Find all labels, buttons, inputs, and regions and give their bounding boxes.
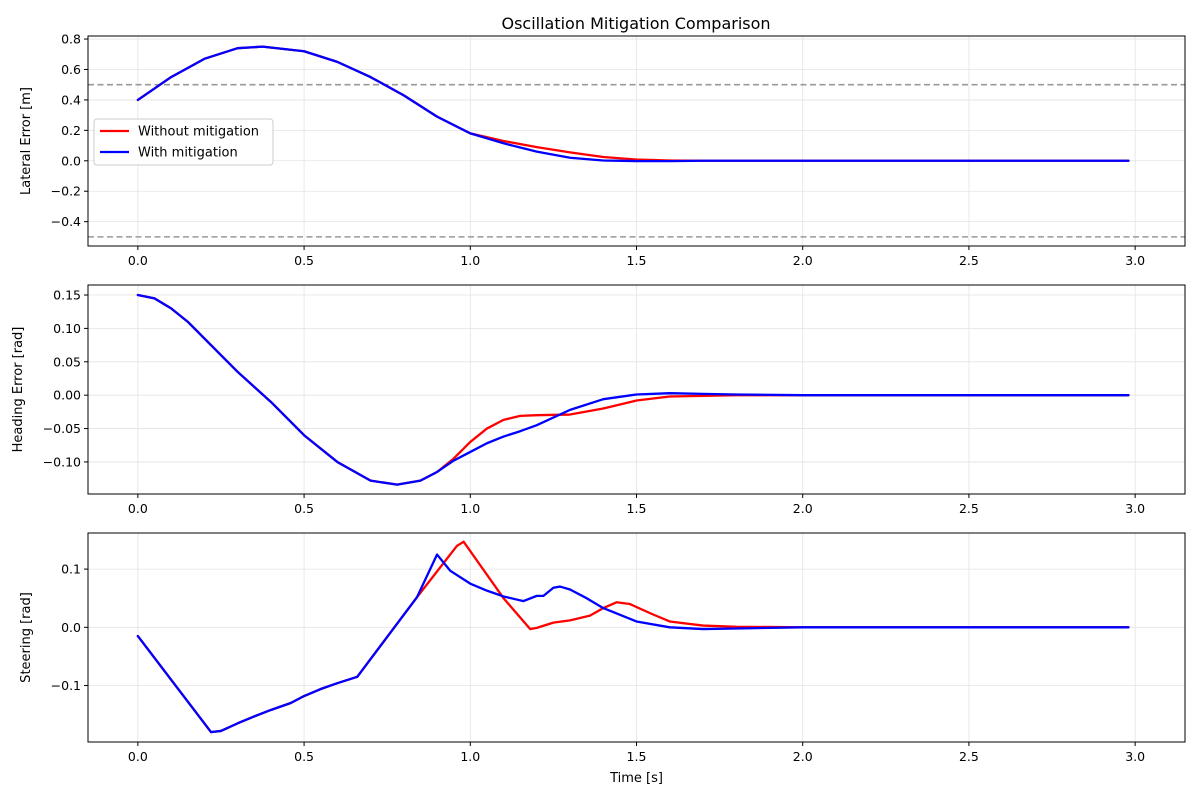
y-tick-label: 0.2 xyxy=(61,123,81,138)
x-tick-label: 1.5 xyxy=(627,253,647,268)
y-tick-label: −0.2 xyxy=(51,184,81,199)
y-tick-label: −0.10 xyxy=(43,454,81,469)
y-tick-label: 0.6 xyxy=(61,62,81,77)
x-tick-label: 2.0 xyxy=(793,749,813,764)
y-tick-label: 0.00 xyxy=(53,388,81,403)
x-tick-label: 2.5 xyxy=(959,253,979,268)
subplot-2: 0.0 0.5 1.0 1.5 2.0 2.5 3.0 −0.10 −0.05 0.00 0.05 0… xyxy=(11,284,1186,516)
x-tick-label: 1.0 xyxy=(460,749,480,764)
legend-label: With mitigation xyxy=(138,146,238,161)
x-tick-label: 2.0 xyxy=(793,501,813,516)
x-tick-label: 0.5 xyxy=(294,749,314,764)
y-tick-label: 0.0 xyxy=(61,620,81,635)
y-tick-label: 0.05 xyxy=(53,354,81,369)
y-tick-label: 0.8 xyxy=(61,32,81,47)
x-axis-label: Time [s] xyxy=(609,771,663,786)
y-axis-label: Lateral Error [m] xyxy=(19,87,34,195)
series-line-with-mitigation xyxy=(136,553,1130,734)
y-tick-label: 0.1 xyxy=(61,562,81,577)
x-tick-label: 1.5 xyxy=(627,749,647,764)
y-axis-label: Steering [rad] xyxy=(19,592,34,683)
y-tick-label: 0.4 xyxy=(61,92,81,107)
y-tick-label: 0.0 xyxy=(61,153,81,168)
subplot-panels: 0.0 0.5 1.0 1.5 2.0 2.5 3.0 −0.4 −0.2 0.0 0.2 0.4 0.… xyxy=(11,32,1186,786)
x-tick-label: 1.0 xyxy=(460,253,480,268)
x-tick-label: 0.5 xyxy=(294,501,314,516)
legend-label: Without mitigation xyxy=(138,125,259,140)
x-tick-label: 3.0 xyxy=(1125,501,1145,516)
series-line-with-mitigation xyxy=(136,45,1130,163)
y-tick-label: −0.4 xyxy=(51,214,81,229)
legend-box xyxy=(93,118,274,166)
subplot-3: 0.0 0.5 1.0 1.5 2.0 2.5 3.0 −0.1 0.0 0.1 Steering … xyxy=(19,532,1186,786)
x-tick-label: 3.0 xyxy=(1125,253,1145,268)
x-tick-label: 2.0 xyxy=(793,253,813,268)
x-tick-label: 2.5 xyxy=(959,501,979,516)
y-tick-label: −0.05 xyxy=(43,421,81,436)
x-tick-label: 0.0 xyxy=(128,501,148,516)
x-tick-label: 1.0 xyxy=(460,501,480,516)
x-tick-label: 3.0 xyxy=(1125,749,1145,764)
y-axis-label: Heading Error [rad] xyxy=(11,327,26,453)
x-tick-label: 1.5 xyxy=(627,501,647,516)
subplot-1: 0.0 0.5 1.0 1.5 2.0 2.5 3.0 −0.4 −0.2 0.0 0.2 0.4 0.… xyxy=(19,32,1186,268)
y-tick-label: −0.1 xyxy=(51,678,81,693)
chart-title: Oscillation Mitigation Comparison xyxy=(501,14,770,33)
y-tick-label: 0.10 xyxy=(53,321,81,336)
legend: Without mitigation With mitigation xyxy=(93,118,274,166)
x-tick-label: 2.5 xyxy=(959,749,979,764)
series-line-with-mitigation xyxy=(136,293,1130,486)
y-tick-label: 0.15 xyxy=(53,288,81,303)
x-tick-label: 0.5 xyxy=(294,253,314,268)
x-tick-label: 0.0 xyxy=(128,749,148,764)
x-tick-label: 0.0 xyxy=(128,253,148,268)
